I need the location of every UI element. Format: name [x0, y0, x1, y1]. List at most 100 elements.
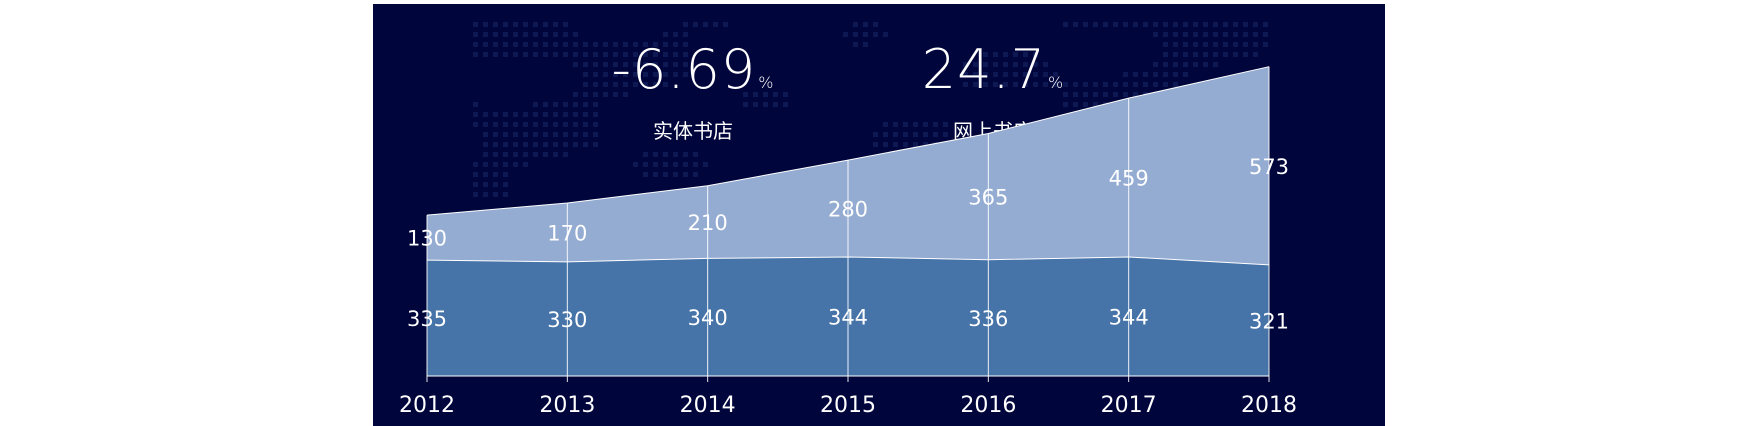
map-dot — [533, 132, 538, 137]
map-dot — [1073, 92, 1078, 97]
map-dot — [863, 32, 868, 37]
map-dot — [483, 32, 488, 37]
map-dot — [523, 152, 528, 157]
map-dot — [1063, 102, 1068, 107]
map-dot — [533, 112, 538, 117]
map-dot — [553, 42, 558, 47]
map-dot — [1163, 32, 1168, 37]
map-dot — [1183, 22, 1188, 27]
map-dot — [1083, 92, 1088, 97]
map-dot — [1103, 82, 1108, 87]
map-dot — [1093, 102, 1098, 107]
map-dot — [563, 112, 568, 117]
map-dot — [1243, 32, 1248, 37]
map-dot — [893, 142, 898, 147]
map-dot — [573, 102, 578, 107]
map-dot — [1203, 42, 1208, 47]
map-dot — [623, 72, 628, 77]
map-dot — [1193, 42, 1198, 47]
stat-unit: % — [758, 73, 775, 92]
map-dot — [1023, 52, 1028, 57]
map-dot — [543, 52, 548, 57]
map-dot — [493, 112, 498, 117]
map-dot — [1013, 72, 1018, 77]
stat-value: 24.7% — [921, 38, 1065, 101]
map-dot — [553, 22, 558, 27]
map-dot — [663, 82, 668, 87]
map-dot — [633, 162, 638, 167]
map-dot — [1123, 72, 1128, 77]
map-dot — [663, 32, 668, 37]
map-dot — [693, 152, 698, 157]
map-dot — [903, 142, 908, 147]
map-dot — [853, 32, 858, 37]
map-dot — [563, 52, 568, 57]
map-dot — [963, 62, 968, 67]
map-dot — [513, 22, 518, 27]
map-dot — [993, 82, 998, 87]
map-dot — [563, 102, 568, 107]
map-dot — [583, 72, 588, 77]
map-dot — [603, 82, 608, 87]
map-dot — [1003, 82, 1008, 87]
map-dot — [1153, 32, 1158, 37]
map-dot — [1143, 82, 1148, 87]
map-dot — [473, 112, 478, 117]
map-dot — [1073, 82, 1078, 87]
map-dot — [493, 172, 498, 177]
map-dot — [483, 162, 488, 167]
data-label-physical: 344 — [1109, 305, 1149, 329]
map-dot — [743, 102, 748, 107]
map-dot — [673, 32, 678, 37]
map-dot — [473, 52, 478, 57]
map-dot — [773, 92, 778, 97]
map-dot — [653, 82, 658, 87]
map-dot — [523, 162, 528, 167]
map-dot — [673, 172, 678, 177]
map-dot — [1033, 82, 1038, 87]
map-dot — [493, 122, 498, 127]
stacked-area-chart: 2012 335 130 2013 330 170 2014 340 210 2015 344 280… — [399, 66, 1297, 418]
map-dot — [1123, 22, 1128, 27]
map-dot — [933, 122, 938, 127]
map-dot — [1183, 42, 1188, 47]
map-dot — [1173, 42, 1178, 47]
map-dot — [753, 102, 758, 107]
map-dot — [593, 132, 598, 137]
map-dot — [553, 102, 558, 107]
map-dot — [473, 32, 478, 37]
map-dot — [713, 22, 718, 27]
map-dot — [573, 52, 578, 57]
map-dot — [513, 42, 518, 47]
map-dot — [883, 142, 888, 147]
map-dot — [683, 172, 688, 177]
map-dot — [583, 62, 588, 67]
map-dot — [983, 82, 988, 87]
data-label-online: 280 — [828, 198, 868, 222]
x-tick-label: 2014 — [680, 393, 736, 418]
map-dot — [673, 152, 678, 157]
map-dot — [633, 82, 638, 87]
map-dot — [1253, 32, 1258, 37]
map-dot — [653, 72, 658, 77]
map-dot — [1003, 72, 1008, 77]
map-dot — [623, 42, 628, 47]
map-dot — [663, 162, 668, 167]
map-dot — [973, 62, 978, 67]
map-dot — [533, 102, 538, 107]
map-dot — [1063, 22, 1068, 27]
map-dot — [683, 152, 688, 157]
map-dot — [1173, 22, 1178, 27]
map-dot — [683, 52, 688, 57]
map-dot — [1033, 72, 1038, 77]
map-dot — [1093, 82, 1098, 87]
map-dot — [1263, 42, 1268, 47]
map-dot — [1193, 52, 1198, 57]
map-dot — [1113, 92, 1118, 97]
map-dot — [503, 22, 508, 27]
map-dot — [1173, 32, 1178, 37]
map-dot — [533, 52, 538, 57]
map-dot — [1243, 42, 1248, 47]
map-dot — [1003, 62, 1008, 67]
map-dot — [943, 122, 948, 127]
